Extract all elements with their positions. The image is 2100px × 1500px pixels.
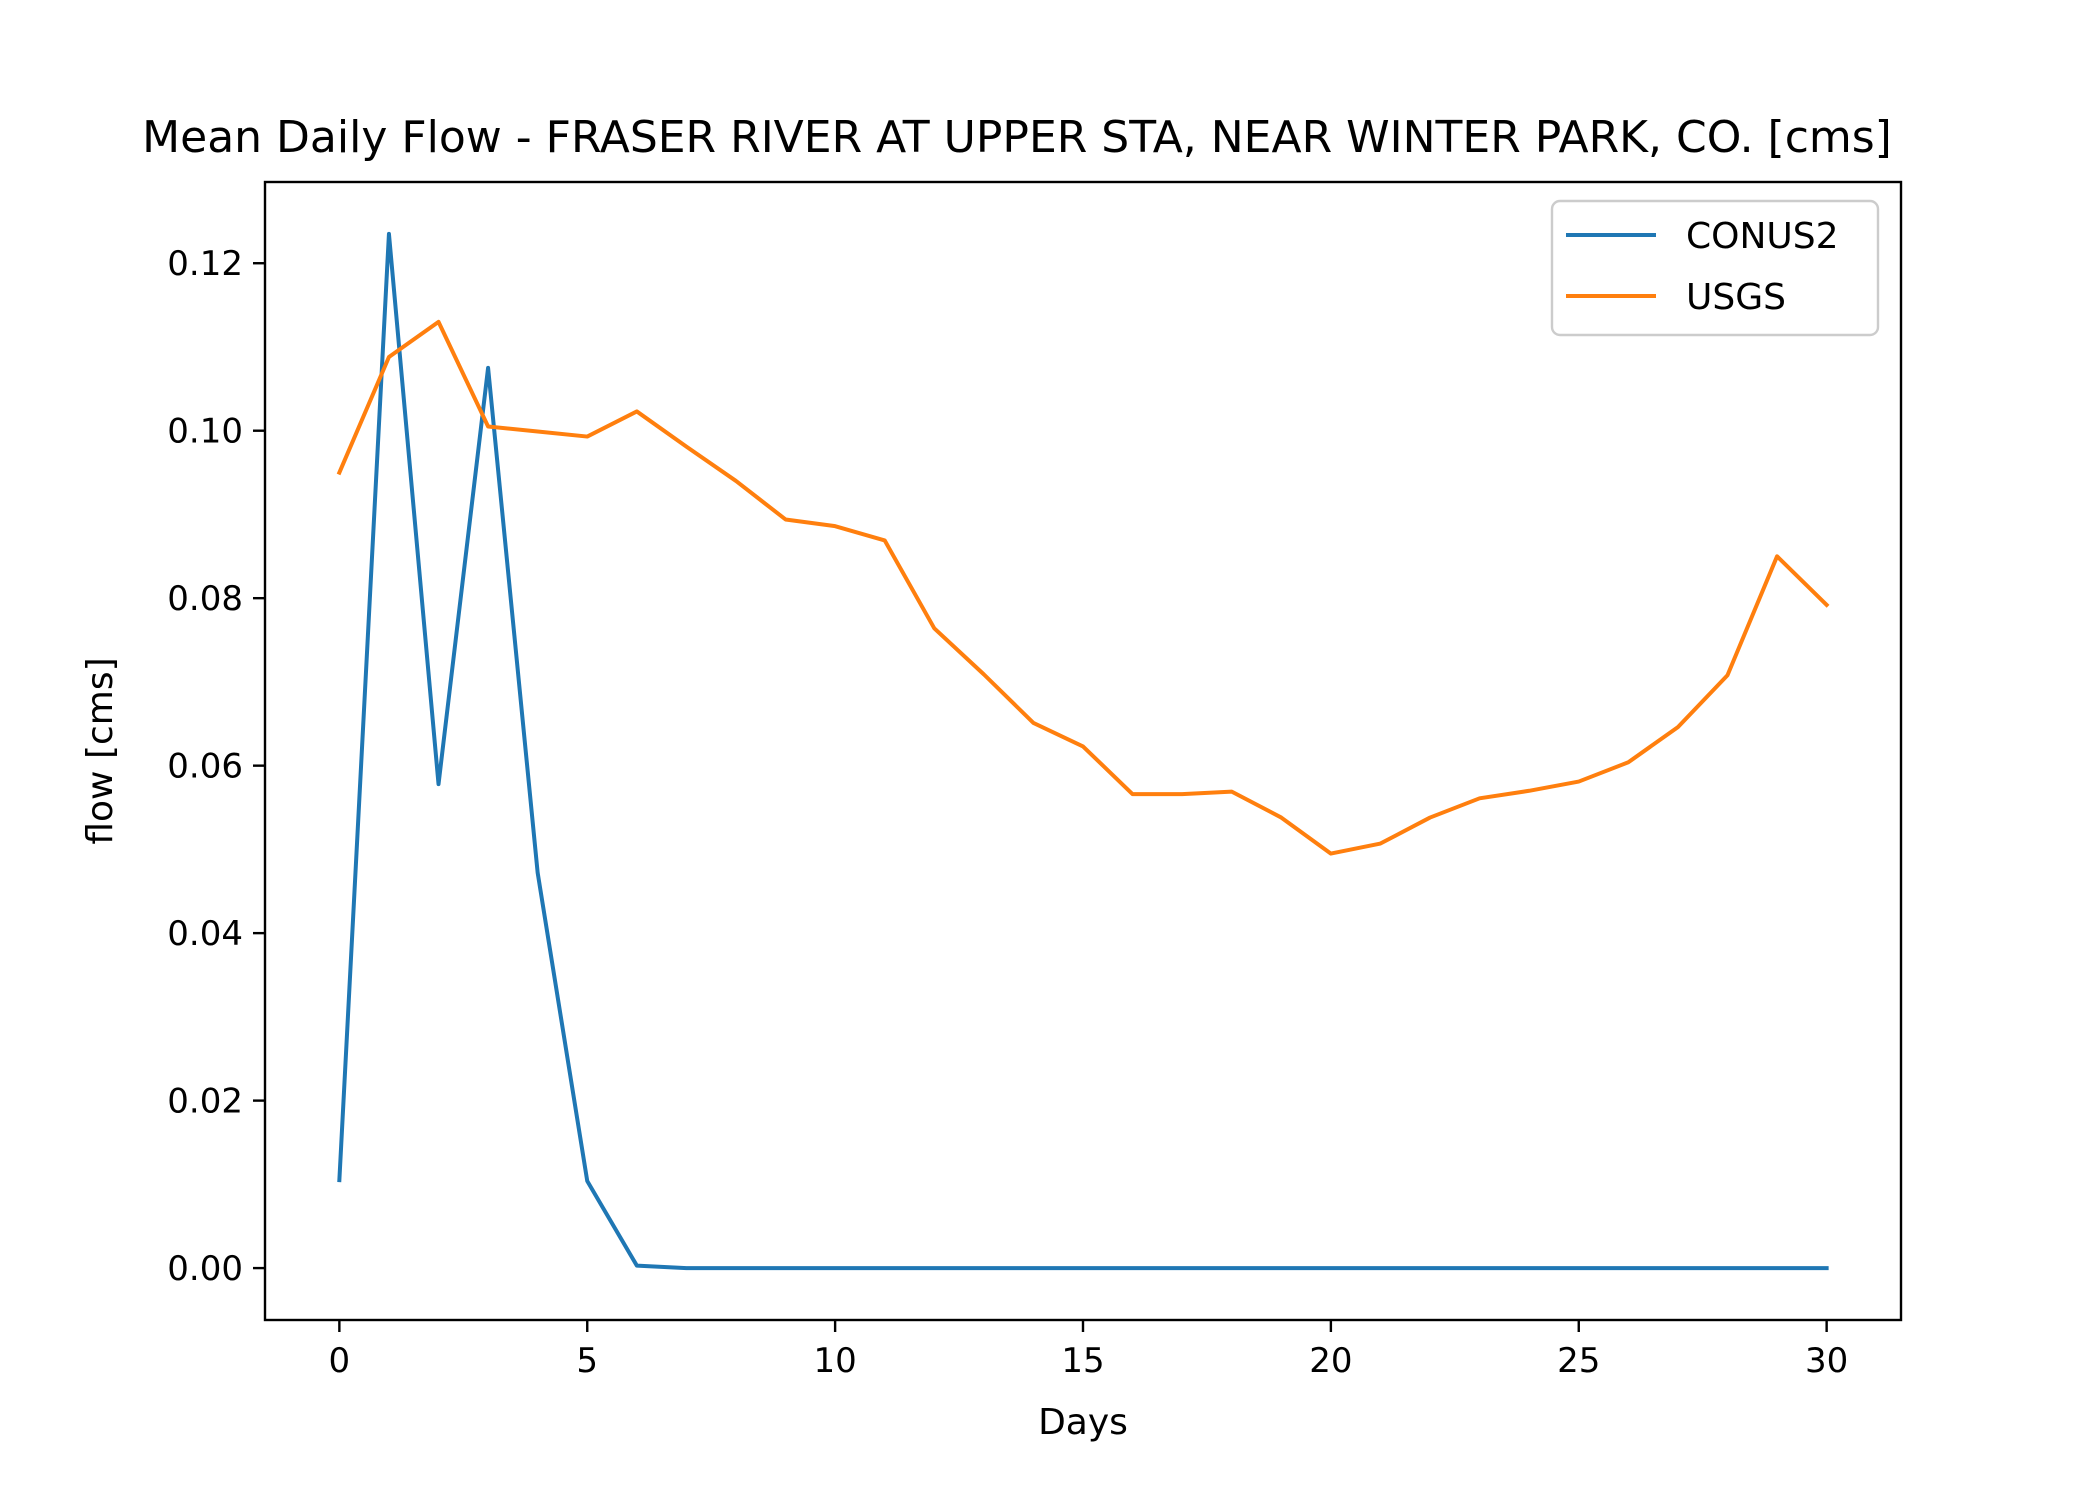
x-tick-label: 15 [1061, 1341, 1104, 1381]
x-tick-label: 30 [1805, 1341, 1848, 1381]
y-axis: 0.00 0.02 0.04 0.06 0.08 0.10 0.12 [167, 244, 265, 1289]
x-tick-label: 0 [329, 1341, 351, 1381]
y-axis-label: flow [cms] [80, 657, 121, 844]
plot-area [336, 231, 1830, 1271]
y-tick-label: 0.04 [167, 914, 243, 954]
y-tick-label: 0.12 [167, 244, 243, 284]
x-tick-label: 20 [1309, 1341, 1352, 1381]
y-tick-label: 0.10 [167, 412, 243, 452]
x-tick-label: 25 [1557, 1341, 1600, 1381]
y-tick-label: 0.02 [167, 1082, 243, 1122]
series-line-conus2 [337, 231, 1829, 1271]
legend-label-conus2: CONUS2 [1686, 216, 1839, 257]
legend-label-usgs: USGS [1686, 277, 1786, 318]
x-axis-label: Days [1038, 1402, 1128, 1443]
x-axis: 0 5 10 15 20 25 30 [329, 1320, 1848, 1381]
series-line-usgs [336, 319, 1830, 856]
y-tick-label: 0.08 [167, 579, 243, 619]
y-tick-label: 0.06 [167, 747, 243, 787]
chart-title: Mean Daily Flow - FRASER RIVER AT UPPER … [142, 112, 1892, 163]
legend: CONUS2 USGS [1550, 199, 1880, 337]
x-tick-label: 5 [576, 1341, 598, 1381]
y-tick-label: 0.00 [167, 1249, 243, 1289]
x-tick-label: 10 [813, 1341, 856, 1381]
